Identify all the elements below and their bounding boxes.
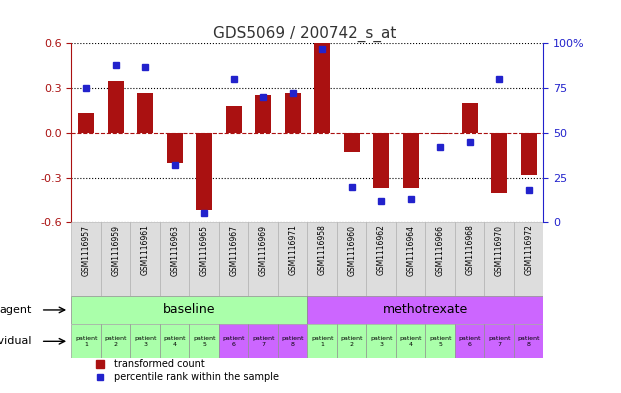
Text: patient
4: patient 4	[399, 336, 422, 347]
Bar	[71, 222, 101, 296]
Bar	[425, 324, 455, 358]
Bar	[337, 324, 366, 358]
Bar	[78, 114, 94, 133]
Bar	[366, 324, 396, 358]
Text: GSM1116962: GSM1116962	[377, 224, 386, 275]
Bar	[484, 324, 514, 358]
Text: GSM1116963: GSM1116963	[170, 224, 179, 275]
Text: patient
8: patient 8	[281, 336, 304, 347]
Bar	[373, 133, 389, 188]
Text: patient
4: patient 4	[163, 336, 186, 347]
Text: individual: individual	[0, 336, 31, 346]
Text: patient
3: patient 3	[134, 336, 156, 347]
Bar	[71, 324, 101, 358]
Text: patient
6: patient 6	[458, 336, 481, 347]
Text: GSM1116961: GSM1116961	[141, 224, 150, 275]
Bar	[337, 222, 366, 296]
Bar	[455, 222, 484, 296]
Bar	[402, 133, 419, 188]
Text: GSM1116964: GSM1116964	[406, 224, 415, 275]
Bar	[314, 43, 330, 133]
Bar	[219, 222, 248, 296]
Text: GSM1116967: GSM1116967	[229, 224, 238, 275]
Text: GSM1116957: GSM1116957	[82, 224, 91, 275]
Bar	[307, 296, 543, 324]
Text: transformed count: transformed count	[114, 359, 205, 369]
Bar	[520, 133, 537, 174]
Bar	[130, 324, 160, 358]
Text: GSM1116971: GSM1116971	[288, 224, 297, 275]
Bar	[278, 324, 307, 358]
Bar	[107, 81, 124, 133]
Text: patient
7: patient 7	[488, 336, 510, 347]
Bar	[248, 222, 278, 296]
Text: GSM1116960: GSM1116960	[347, 224, 356, 275]
Bar	[225, 106, 242, 133]
Text: GSM1116970: GSM1116970	[495, 224, 504, 275]
Bar	[101, 324, 130, 358]
Text: methotrexate: methotrexate	[383, 303, 468, 316]
Bar	[307, 222, 337, 296]
Bar	[491, 133, 507, 193]
Text: patient
2: patient 2	[104, 336, 127, 347]
Bar	[366, 222, 396, 296]
Bar	[101, 222, 130, 296]
Text: GSM1116958: GSM1116958	[318, 224, 327, 275]
Text: GSM1116965: GSM1116965	[200, 224, 209, 275]
Bar	[455, 324, 484, 358]
Bar	[255, 95, 271, 133]
Bar	[461, 103, 478, 133]
Text: percentile rank within the sample: percentile rank within the sample	[114, 372, 279, 382]
Bar	[137, 92, 153, 133]
Text: GSM1116972: GSM1116972	[524, 224, 533, 275]
Bar	[189, 222, 219, 296]
Bar	[425, 222, 455, 296]
Text: patient
8: patient 8	[517, 336, 540, 347]
Bar	[196, 133, 212, 211]
Bar	[514, 324, 543, 358]
Bar	[130, 222, 160, 296]
Bar	[278, 222, 307, 296]
Bar	[219, 324, 248, 358]
Text: patient
1: patient 1	[75, 336, 97, 347]
Text: patient
1: patient 1	[311, 336, 333, 347]
Bar	[248, 324, 278, 358]
Bar	[189, 324, 219, 358]
Bar	[166, 133, 183, 163]
Bar	[71, 296, 307, 324]
Text: GSM1116966: GSM1116966	[436, 224, 445, 275]
Bar	[396, 324, 425, 358]
Bar	[432, 133, 448, 134]
Text: GSM1116959: GSM1116959	[111, 224, 120, 275]
Bar	[307, 324, 337, 358]
Bar	[160, 324, 189, 358]
Text: patient
5: patient 5	[193, 336, 215, 347]
Text: agent: agent	[0, 305, 31, 315]
Bar	[396, 222, 425, 296]
Text: GDS5069 / 200742_s_at: GDS5069 / 200742_s_at	[212, 26, 396, 42]
Text: patient
2: patient 2	[340, 336, 363, 347]
Bar	[343, 133, 360, 152]
Text: patient
7: patient 7	[252, 336, 274, 347]
Text: patient
5: patient 5	[429, 336, 451, 347]
Text: GSM1116968: GSM1116968	[465, 224, 474, 275]
Bar	[484, 222, 514, 296]
Bar	[514, 222, 543, 296]
Text: patient
6: patient 6	[222, 336, 245, 347]
Bar	[160, 222, 189, 296]
Text: baseline: baseline	[163, 303, 215, 316]
Text: patient
3: patient 3	[370, 336, 392, 347]
Bar	[284, 92, 301, 133]
Text: GSM1116969: GSM1116969	[259, 224, 268, 275]
